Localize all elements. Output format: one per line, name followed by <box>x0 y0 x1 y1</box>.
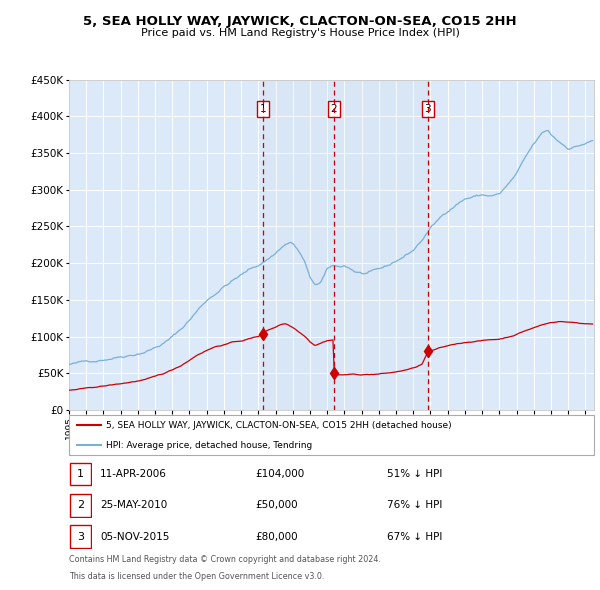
FancyBboxPatch shape <box>70 463 91 486</box>
Text: 5, SEA HOLLY WAY, JAYWICK, CLACTON-ON-SEA, CO15 2HH (detached house): 5, SEA HOLLY WAY, JAYWICK, CLACTON-ON-SE… <box>106 421 451 430</box>
Text: 3: 3 <box>424 104 431 114</box>
Text: 76% ↓ HPI: 76% ↓ HPI <box>387 500 442 510</box>
FancyBboxPatch shape <box>70 494 91 517</box>
Text: 51% ↓ HPI: 51% ↓ HPI <box>387 469 442 479</box>
Text: £50,000: £50,000 <box>255 500 298 510</box>
Text: 2: 2 <box>77 500 84 510</box>
Text: 25-MAY-2010: 25-MAY-2010 <box>100 500 167 510</box>
Text: 3: 3 <box>77 532 84 542</box>
Text: £80,000: £80,000 <box>255 532 298 542</box>
Text: 11-APR-2006: 11-APR-2006 <box>100 469 167 479</box>
Text: £104,000: £104,000 <box>255 469 304 479</box>
FancyBboxPatch shape <box>69 415 594 455</box>
FancyBboxPatch shape <box>70 525 91 548</box>
Text: Contains HM Land Registry data © Crown copyright and database right 2024.: Contains HM Land Registry data © Crown c… <box>69 555 381 564</box>
Text: HPI: Average price, detached house, Tendring: HPI: Average price, detached house, Tend… <box>106 441 312 450</box>
Text: 05-NOV-2015: 05-NOV-2015 <box>100 532 170 542</box>
Text: 2: 2 <box>331 104 337 114</box>
Text: 1: 1 <box>77 469 84 479</box>
Text: 1: 1 <box>260 104 266 114</box>
Text: This data is licensed under the Open Government Licence v3.0.: This data is licensed under the Open Gov… <box>69 572 325 581</box>
Bar <box>263 80 428 410</box>
Text: 5, SEA HOLLY WAY, JAYWICK, CLACTON-ON-SEA, CO15 2HH: 5, SEA HOLLY WAY, JAYWICK, CLACTON-ON-SE… <box>83 15 517 28</box>
Text: 67% ↓ HPI: 67% ↓ HPI <box>387 532 442 542</box>
Text: Price paid vs. HM Land Registry's House Price Index (HPI): Price paid vs. HM Land Registry's House … <box>140 28 460 38</box>
